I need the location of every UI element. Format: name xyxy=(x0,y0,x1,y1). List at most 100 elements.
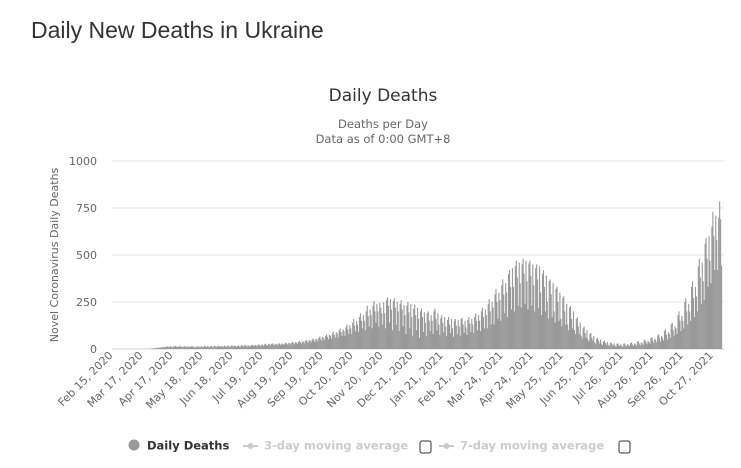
bar xyxy=(716,239,718,349)
bar xyxy=(650,338,652,349)
bar xyxy=(701,262,703,349)
bar xyxy=(680,331,682,349)
bar xyxy=(295,342,297,349)
bar xyxy=(554,322,556,349)
bar xyxy=(413,308,415,349)
bar xyxy=(161,347,163,349)
bar xyxy=(350,328,352,349)
3-day-average-checkbox[interactable] xyxy=(419,440,432,454)
bar xyxy=(657,335,659,349)
bar xyxy=(414,304,416,349)
bar xyxy=(436,330,438,349)
legend-item-daily-deaths[interactable]: Daily Deaths xyxy=(128,439,230,453)
bar xyxy=(324,339,326,349)
legend-item-7-day-average[interactable]: 7-day moving average xyxy=(439,439,604,453)
bar xyxy=(385,328,387,349)
bar xyxy=(198,346,200,349)
bar xyxy=(180,346,182,349)
bar xyxy=(248,345,250,349)
bar xyxy=(641,343,643,349)
bar xyxy=(342,329,344,349)
bar xyxy=(510,309,513,349)
bar xyxy=(684,302,686,349)
bar xyxy=(715,215,717,349)
bar xyxy=(290,344,292,349)
bar xyxy=(381,313,383,349)
bar xyxy=(171,346,173,349)
bar xyxy=(569,307,571,349)
bar xyxy=(390,309,392,349)
legend-marker-icon xyxy=(443,443,450,449)
bar xyxy=(630,342,632,349)
bar xyxy=(287,344,289,349)
bar xyxy=(392,301,394,349)
bar xyxy=(627,344,629,349)
bar xyxy=(254,344,256,349)
bar xyxy=(544,311,546,349)
bar xyxy=(233,346,235,349)
bar xyxy=(712,211,714,349)
bar xyxy=(662,340,665,349)
bar xyxy=(437,313,439,349)
bar xyxy=(543,286,545,349)
bar xyxy=(670,324,672,349)
bar xyxy=(175,346,178,349)
bar xyxy=(721,265,723,349)
bar xyxy=(158,348,160,349)
bar xyxy=(189,347,191,349)
bar xyxy=(676,333,678,349)
bar xyxy=(660,341,662,349)
bar xyxy=(325,335,327,349)
bar xyxy=(478,320,481,349)
bar xyxy=(421,317,423,349)
bar xyxy=(579,322,581,349)
bar xyxy=(346,324,348,349)
bar xyxy=(667,332,669,349)
bar xyxy=(173,346,175,349)
bar xyxy=(307,342,309,349)
bar xyxy=(419,311,422,349)
bar xyxy=(173,346,176,349)
bar xyxy=(255,345,257,349)
bar xyxy=(614,345,616,349)
bar xyxy=(430,315,432,349)
bar xyxy=(678,311,680,349)
bar xyxy=(606,341,608,349)
bar xyxy=(512,286,514,349)
bar xyxy=(236,345,239,349)
bar xyxy=(266,345,269,349)
bar xyxy=(274,343,276,349)
bar xyxy=(203,346,205,349)
legend-item-3-day-average[interactable]: 3-day moving average xyxy=(243,439,408,453)
bar xyxy=(192,346,194,349)
bar xyxy=(288,342,290,349)
bar xyxy=(152,348,154,349)
bar xyxy=(592,340,594,349)
bar xyxy=(654,338,656,349)
bar xyxy=(424,322,426,349)
bar xyxy=(713,236,715,349)
bar xyxy=(545,275,547,349)
7-day-average-checkbox[interactable] xyxy=(618,440,631,454)
bar xyxy=(717,270,719,349)
bar xyxy=(706,258,708,349)
bar xyxy=(223,346,225,349)
bar xyxy=(444,317,446,349)
bar xyxy=(241,345,243,349)
bar xyxy=(539,266,541,349)
bar xyxy=(498,292,500,349)
bar xyxy=(179,345,181,349)
bar xyxy=(677,315,679,349)
bar xyxy=(250,345,252,349)
bar xyxy=(405,333,407,349)
bar xyxy=(508,273,510,349)
bar xyxy=(594,342,596,349)
bar xyxy=(312,338,314,349)
bar xyxy=(177,346,179,349)
bar xyxy=(571,328,574,349)
bar xyxy=(157,347,159,349)
bar xyxy=(493,324,495,349)
bar xyxy=(473,333,475,349)
bar xyxy=(353,318,355,349)
bar xyxy=(549,279,551,349)
